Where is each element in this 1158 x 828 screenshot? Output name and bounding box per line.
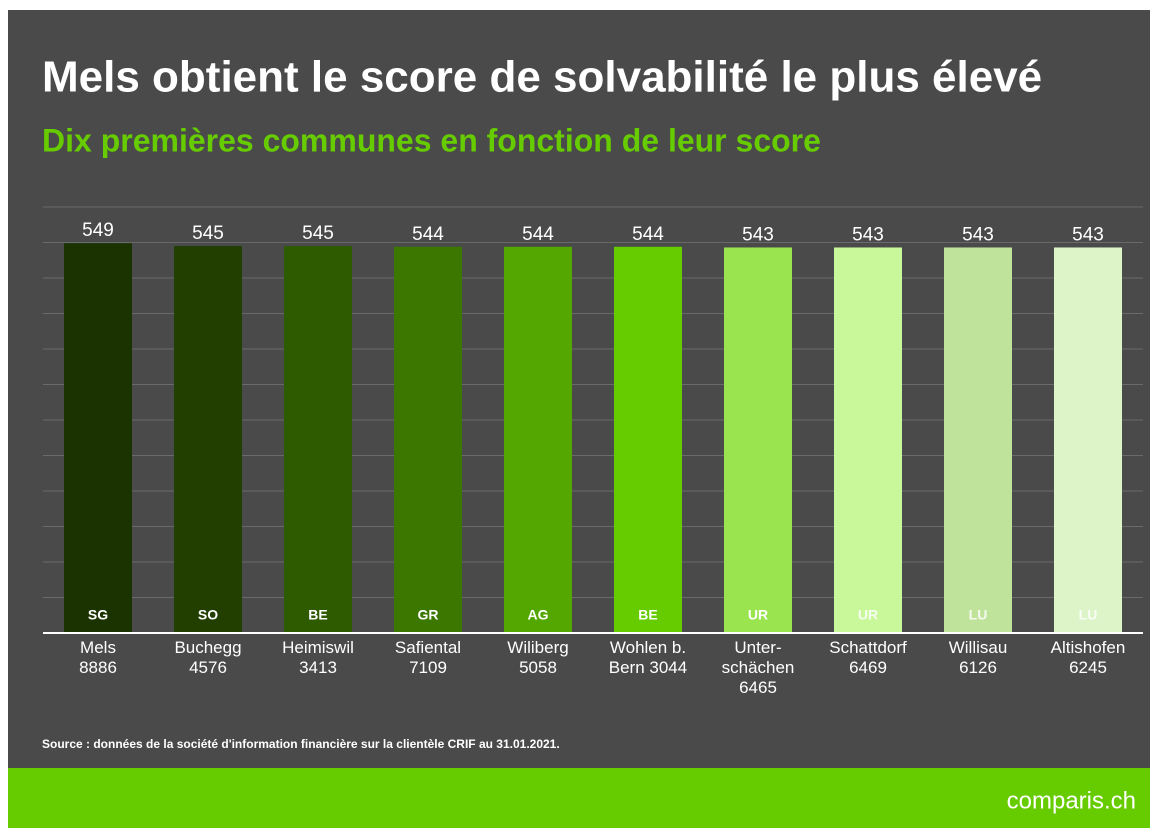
bar-label: GR xyxy=(418,607,439,623)
bar-label: AG xyxy=(528,607,549,623)
value-label: 543 xyxy=(962,224,994,245)
value-label: 543 xyxy=(852,224,884,245)
value-label: 544 xyxy=(522,224,554,245)
x-tick-label: Buchegg 4576 xyxy=(174,638,241,677)
x-tick-label: Altishofen 6245 xyxy=(1051,638,1126,677)
bar xyxy=(724,247,792,633)
bar xyxy=(834,247,902,633)
bar xyxy=(174,246,242,634)
bar xyxy=(504,246,572,633)
bar-label: SG xyxy=(88,607,108,623)
bar-label: BE xyxy=(308,607,327,623)
bar xyxy=(1054,247,1122,633)
bar xyxy=(944,247,1012,633)
value-label: 543 xyxy=(1072,224,1104,245)
bar-label: LU xyxy=(1079,607,1098,623)
value-label: 544 xyxy=(632,224,664,245)
value-label: 545 xyxy=(302,223,334,244)
bar xyxy=(284,246,352,634)
x-tick-label: Wiliberg 5058 xyxy=(507,638,568,677)
x-tick-label: Heimiswil 3413 xyxy=(282,638,354,677)
bar-label: SO xyxy=(198,607,218,623)
x-tick-label: Schattdorf 6469 xyxy=(829,638,907,677)
bar-label: LU xyxy=(969,607,988,623)
bar xyxy=(394,246,462,633)
bar-label: UR xyxy=(748,607,768,623)
x-tick-label: Safiental 7109 xyxy=(395,638,461,677)
footer xyxy=(8,768,1150,828)
value-label: 549 xyxy=(82,220,114,241)
bar-label: UR xyxy=(858,607,878,623)
bar xyxy=(64,243,132,633)
value-label: 544 xyxy=(412,224,444,245)
chart-subtitle: Dix premières communes en fonction de le… xyxy=(42,122,821,158)
x-tick-label: Mels 8886 xyxy=(79,638,117,677)
bar xyxy=(614,246,682,633)
value-label: 543 xyxy=(742,224,774,245)
brand-logo: comparis.ch xyxy=(1007,787,1136,814)
x-tick-label: Unter-schächen 6465 xyxy=(722,638,795,697)
x-tick-label: Willisau 6126 xyxy=(949,638,1008,677)
x-tick-label: Wohlen b. Bern 3044 xyxy=(609,638,687,677)
value-label: 545 xyxy=(192,223,224,244)
bar-label: BE xyxy=(638,607,657,623)
chart-title: Mels obtient le score de solvabilité le … xyxy=(42,53,1042,102)
source: Source : données de la société d'informa… xyxy=(42,737,560,751)
